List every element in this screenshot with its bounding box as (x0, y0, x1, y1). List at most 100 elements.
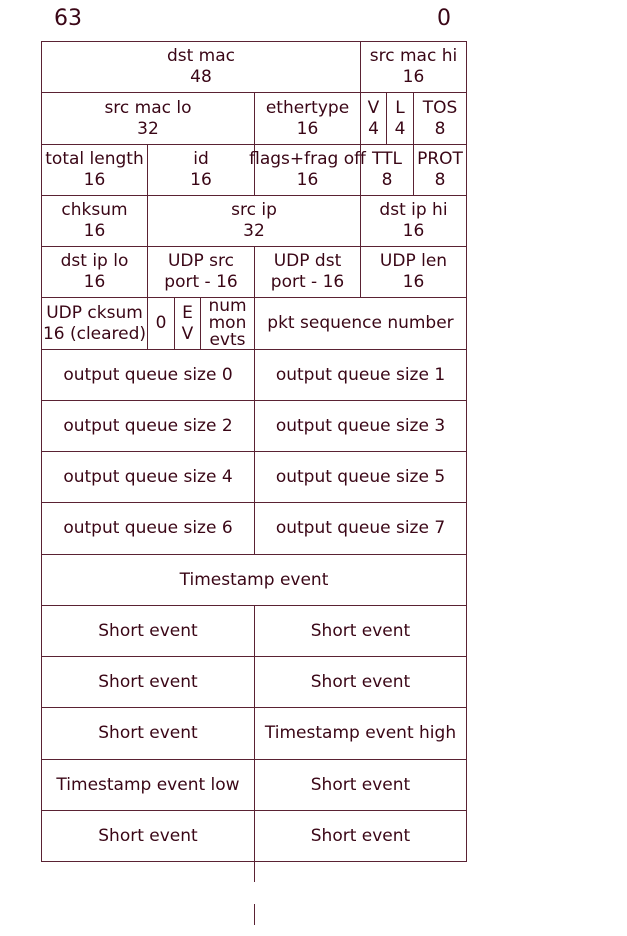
field-0: 0 (147, 297, 175, 350)
field-name: 0 (155, 313, 167, 333)
field-short-event: Short event (41, 656, 255, 708)
field-name: UDP src (167, 251, 234, 271)
field-name: ethertype (265, 97, 350, 118)
field-name: chksum (61, 200, 128, 220)
field-name: output queue size 2 (63, 415, 233, 436)
field-name: Short event (310, 825, 411, 846)
bit-63-label: 63 (54, 6, 82, 31)
field-size: 16 (402, 221, 425, 241)
field-name: Short event (98, 620, 198, 641)
field-short-event: Short event (41, 605, 255, 657)
continuation-line (254, 861, 255, 882)
field-short-event: Short event (41, 707, 255, 760)
continuation-line (254, 904, 255, 925)
field-num: num mon evts (200, 297, 255, 350)
field-name: total length (45, 149, 144, 169)
field-size: port - 16 (164, 272, 238, 292)
field-output-queue-size-7: output queue size 7 (254, 502, 467, 555)
field-size: 16 (83, 272, 106, 292)
field-name: output queue size 1 (275, 364, 446, 385)
field-name: output queue size 6 (63, 518, 233, 538)
field-name: V (367, 97, 380, 118)
field-pkt-sequence-number: pkt sequence number (254, 297, 467, 350)
field-name: Short event (98, 671, 198, 692)
field-size: 16 (83, 170, 106, 190)
field-size: 48 (190, 67, 212, 87)
field-size: 8 (434, 170, 446, 190)
field-src-mac-lo: src mac lo 32 (41, 92, 255, 145)
field-dst-mac: dst mac 48 (41, 41, 361, 93)
field-udp-cksum: UDP cksum 16 (cleared) (41, 297, 148, 350)
field-name: PROT (417, 149, 463, 169)
field-output-queue-size-3: output queue size 3 (254, 400, 467, 452)
field-name: num (208, 296, 247, 316)
field-size: 16 (cleared) (42, 323, 147, 344)
field-name: UDP cksum (46, 302, 143, 323)
field-name: Timestamp event low (56, 774, 240, 795)
field-name: Timestamp event high (264, 723, 457, 743)
field-output-queue-size-2: output queue size 2 (41, 400, 255, 452)
field-src-ip: src ip 32 (147, 195, 361, 247)
field-dst-ip-hi: dst ip hi 16 (360, 195, 467, 247)
field-prot: PROT 8 (413, 144, 467, 196)
field-dst-ip-lo: dst ip lo 16 (41, 246, 148, 298)
field-name: src mac hi (369, 46, 458, 66)
field-size: 4 (368, 118, 379, 139)
field-name: pkt sequence number (267, 313, 454, 333)
field-udp-src: UDP src port - 16 (147, 246, 255, 298)
field-chksum: chksum 16 (41, 195, 148, 247)
field-size: 16 (83, 221, 106, 241)
field-name: dst mac (166, 46, 236, 66)
field-name: output queue size 0 (63, 364, 233, 385)
field-size: 16 (402, 272, 425, 292)
field-name: TTL (372, 149, 402, 169)
field-short-event: Short event (254, 605, 467, 657)
field-name: dst ip lo (60, 251, 129, 271)
field-name: L (395, 97, 405, 118)
field-ethertype: ethertype 16 (254, 92, 361, 145)
field-size: 32 (243, 221, 265, 241)
field-output-queue-size-5: output queue size 5 (254, 451, 467, 503)
field-name: TOS (422, 97, 458, 118)
field-size: port - 16 (270, 272, 345, 292)
field-name: Short event (310, 774, 411, 795)
field-total-length: total length 16 (41, 144, 148, 196)
field-timestamp-event: Timestamp event (41, 554, 467, 606)
field-size: 4 (394, 118, 406, 139)
field-output-queue-size-0: output queue size 0 (41, 349, 255, 401)
field-name: UDP len (379, 251, 448, 271)
field-name: Timestamp event (179, 569, 329, 590)
field-udp-dst: UDP dst port - 16 (254, 246, 361, 298)
field-output-queue-size-6: output queue size 6 (41, 502, 255, 555)
field-name: Short event (310, 620, 411, 641)
field-size: 32 (137, 118, 159, 139)
field-timestamp-event-low: Timestamp event low (41, 759, 255, 811)
field-timestamp-event-high: Timestamp event high (254, 707, 467, 760)
field-name: dst ip hi (379, 200, 448, 220)
field-output-queue-size-4: output queue size 4 (41, 451, 255, 503)
field-size: mon (208, 313, 247, 333)
field-name: output queue size 4 (63, 466, 233, 487)
field-flags-frag-off: flags+frag off 16 (249, 144, 366, 196)
field-output-queue-size-1: output queue size 1 (254, 349, 467, 401)
field-name: output queue size 5 (275, 466, 446, 487)
field-name: E (182, 302, 193, 323)
field-name: UDP dst (273, 251, 342, 271)
field-name: Short event (310, 671, 411, 692)
field-name: src ip (231, 200, 277, 220)
field-size: 8 (381, 170, 393, 190)
field-name: src mac lo (104, 97, 192, 118)
field-name: Short event (98, 723, 198, 743)
field-src-mac-hi: src mac hi 16 (360, 41, 467, 93)
field-id: id 16 (147, 144, 255, 196)
field-short-event: Short event (254, 759, 467, 811)
field-size: 16 (402, 67, 425, 87)
field-size: evts (209, 330, 246, 350)
field-size: V (181, 323, 194, 344)
field-udp-len: UDP len 16 (360, 246, 467, 298)
field-short-event: Short event (41, 810, 255, 862)
field-name: output queue size 7 (275, 518, 446, 538)
